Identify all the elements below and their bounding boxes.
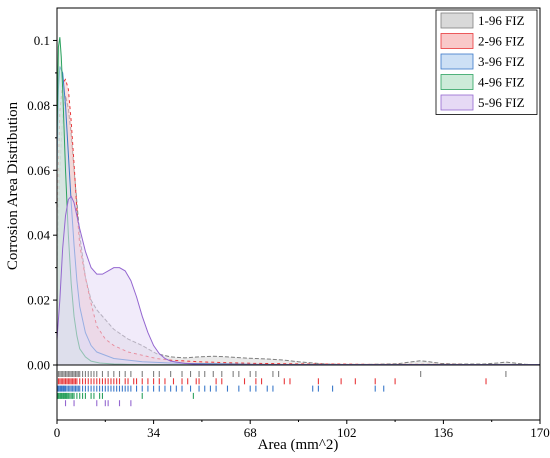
x-tick-label: 68 — [244, 425, 257, 440]
y-tick-label: 0.02 — [27, 293, 50, 308]
x-tick-label: 170 — [530, 425, 550, 440]
x-tick-label: 102 — [337, 425, 357, 440]
axes-layer: 0.00 0.02 0.04 0.06 0.08 0.1 0 34 68 102 136 170 — [27, 7, 550, 440]
y-axis-title: Corrosion Area Distribution — [5, 101, 21, 270]
legend-label: 2-96 FIZ — [478, 34, 525, 49]
density-line-1 — [57, 95, 540, 365]
y-tick-label: 0.00 — [27, 358, 50, 373]
density-layer — [57, 37, 540, 365]
legend-swatch — [440, 53, 474, 70]
legend-swatch — [440, 94, 474, 111]
legend-label: 1-96 FIZ — [478, 13, 525, 28]
x-tick-label: 0 — [54, 425, 61, 440]
legend-label: 5-96 FIZ — [478, 95, 525, 110]
y-tick-label: 0.04 — [27, 228, 50, 243]
x-axis-title: Area (mm^2) — [258, 437, 339, 453]
legend-label: 4-96 FIZ — [478, 75, 525, 90]
legend: 1-96 FIZ 2-96 FIZ 3-96 FIZ 4-96 FIZ 5-96 FIZ — [435, 9, 538, 115]
x-tick-label: 136 — [434, 425, 454, 440]
y-tick-label: 0.1 — [34, 33, 50, 48]
density-line-5 — [57, 195, 540, 365]
y-tick-label: 0.08 — [27, 98, 50, 113]
legend-swatch — [440, 74, 474, 90]
density-area-5 — [57, 196, 540, 365]
legend-label: 3-96 FIZ — [478, 54, 525, 69]
x-tick-label: 34 — [147, 425, 161, 440]
y-tick-label: 0.06 — [27, 163, 50, 178]
rug-layer — [57, 371, 507, 407]
legend-swatch — [440, 12, 474, 29]
legend-swatch — [440, 33, 474, 49]
